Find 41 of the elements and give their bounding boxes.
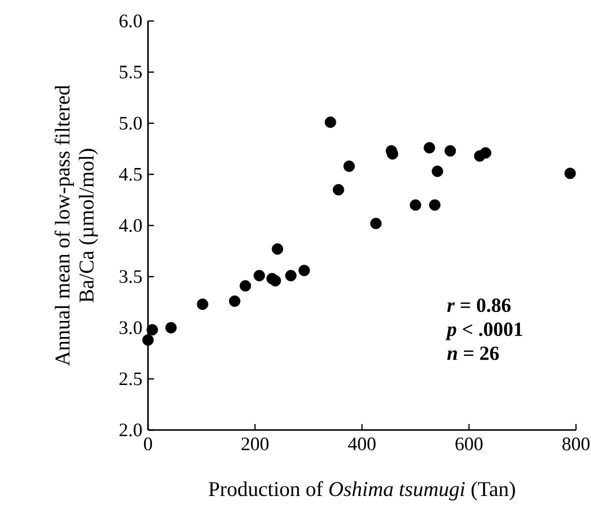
annotation: p < .0001 — [445, 322, 522, 340]
x-tick-label: 0 — [144, 438, 152, 450]
point — [324, 116, 336, 128]
x-tick-label: 400 — [348, 438, 376, 450]
x-tick-label: 800 — [562, 438, 590, 450]
point — [254, 270, 265, 282]
point — [564, 168, 576, 180]
point — [410, 199, 422, 211]
y-tick-label: 5.5 — [120, 66, 142, 78]
point — [298, 264, 310, 276]
x-tick-label: 600 — [456, 438, 483, 450]
point — [370, 218, 382, 230]
y-tick-label: 2.0 — [120, 424, 142, 436]
point — [146, 324, 158, 336]
y-tick-label: 4.5 — [119, 168, 142, 181]
y-tick-label: 4.0 — [119, 219, 142, 232]
point — [424, 142, 436, 154]
point — [165, 322, 177, 334]
point — [480, 147, 492, 159]
point — [332, 184, 344, 196]
point — [343, 160, 355, 172]
y-tick-label: 3.5 — [120, 270, 142, 284]
point — [272, 243, 284, 255]
y-tick-label: 6.0 — [120, 14, 142, 28]
point — [270, 275, 282, 286]
y-axis-title: Annual mean of low-pass filtered Ba/Ca (µmol/mol) — [54, 85, 98, 366]
point — [228, 295, 240, 307]
y-tick-label: 5.0 — [120, 116, 142, 130]
point — [432, 166, 444, 178]
point — [444, 145, 456, 157]
point — [142, 334, 154, 346]
x-axis-title: Production of Oshima tsumugi (Tan) — [208, 481, 515, 500]
y-tick-label: 2.5 — [120, 372, 142, 386]
annotation: n = 26 — [447, 346, 499, 360]
point — [196, 298, 208, 310]
point — [285, 270, 297, 282]
point — [429, 199, 440, 211]
point — [240, 280, 252, 292]
annotation: r = 0.86 — [447, 298, 511, 312]
y-tick-label: 3.0 — [120, 321, 142, 334]
x-tick-label: 200 — [242, 438, 269, 450]
